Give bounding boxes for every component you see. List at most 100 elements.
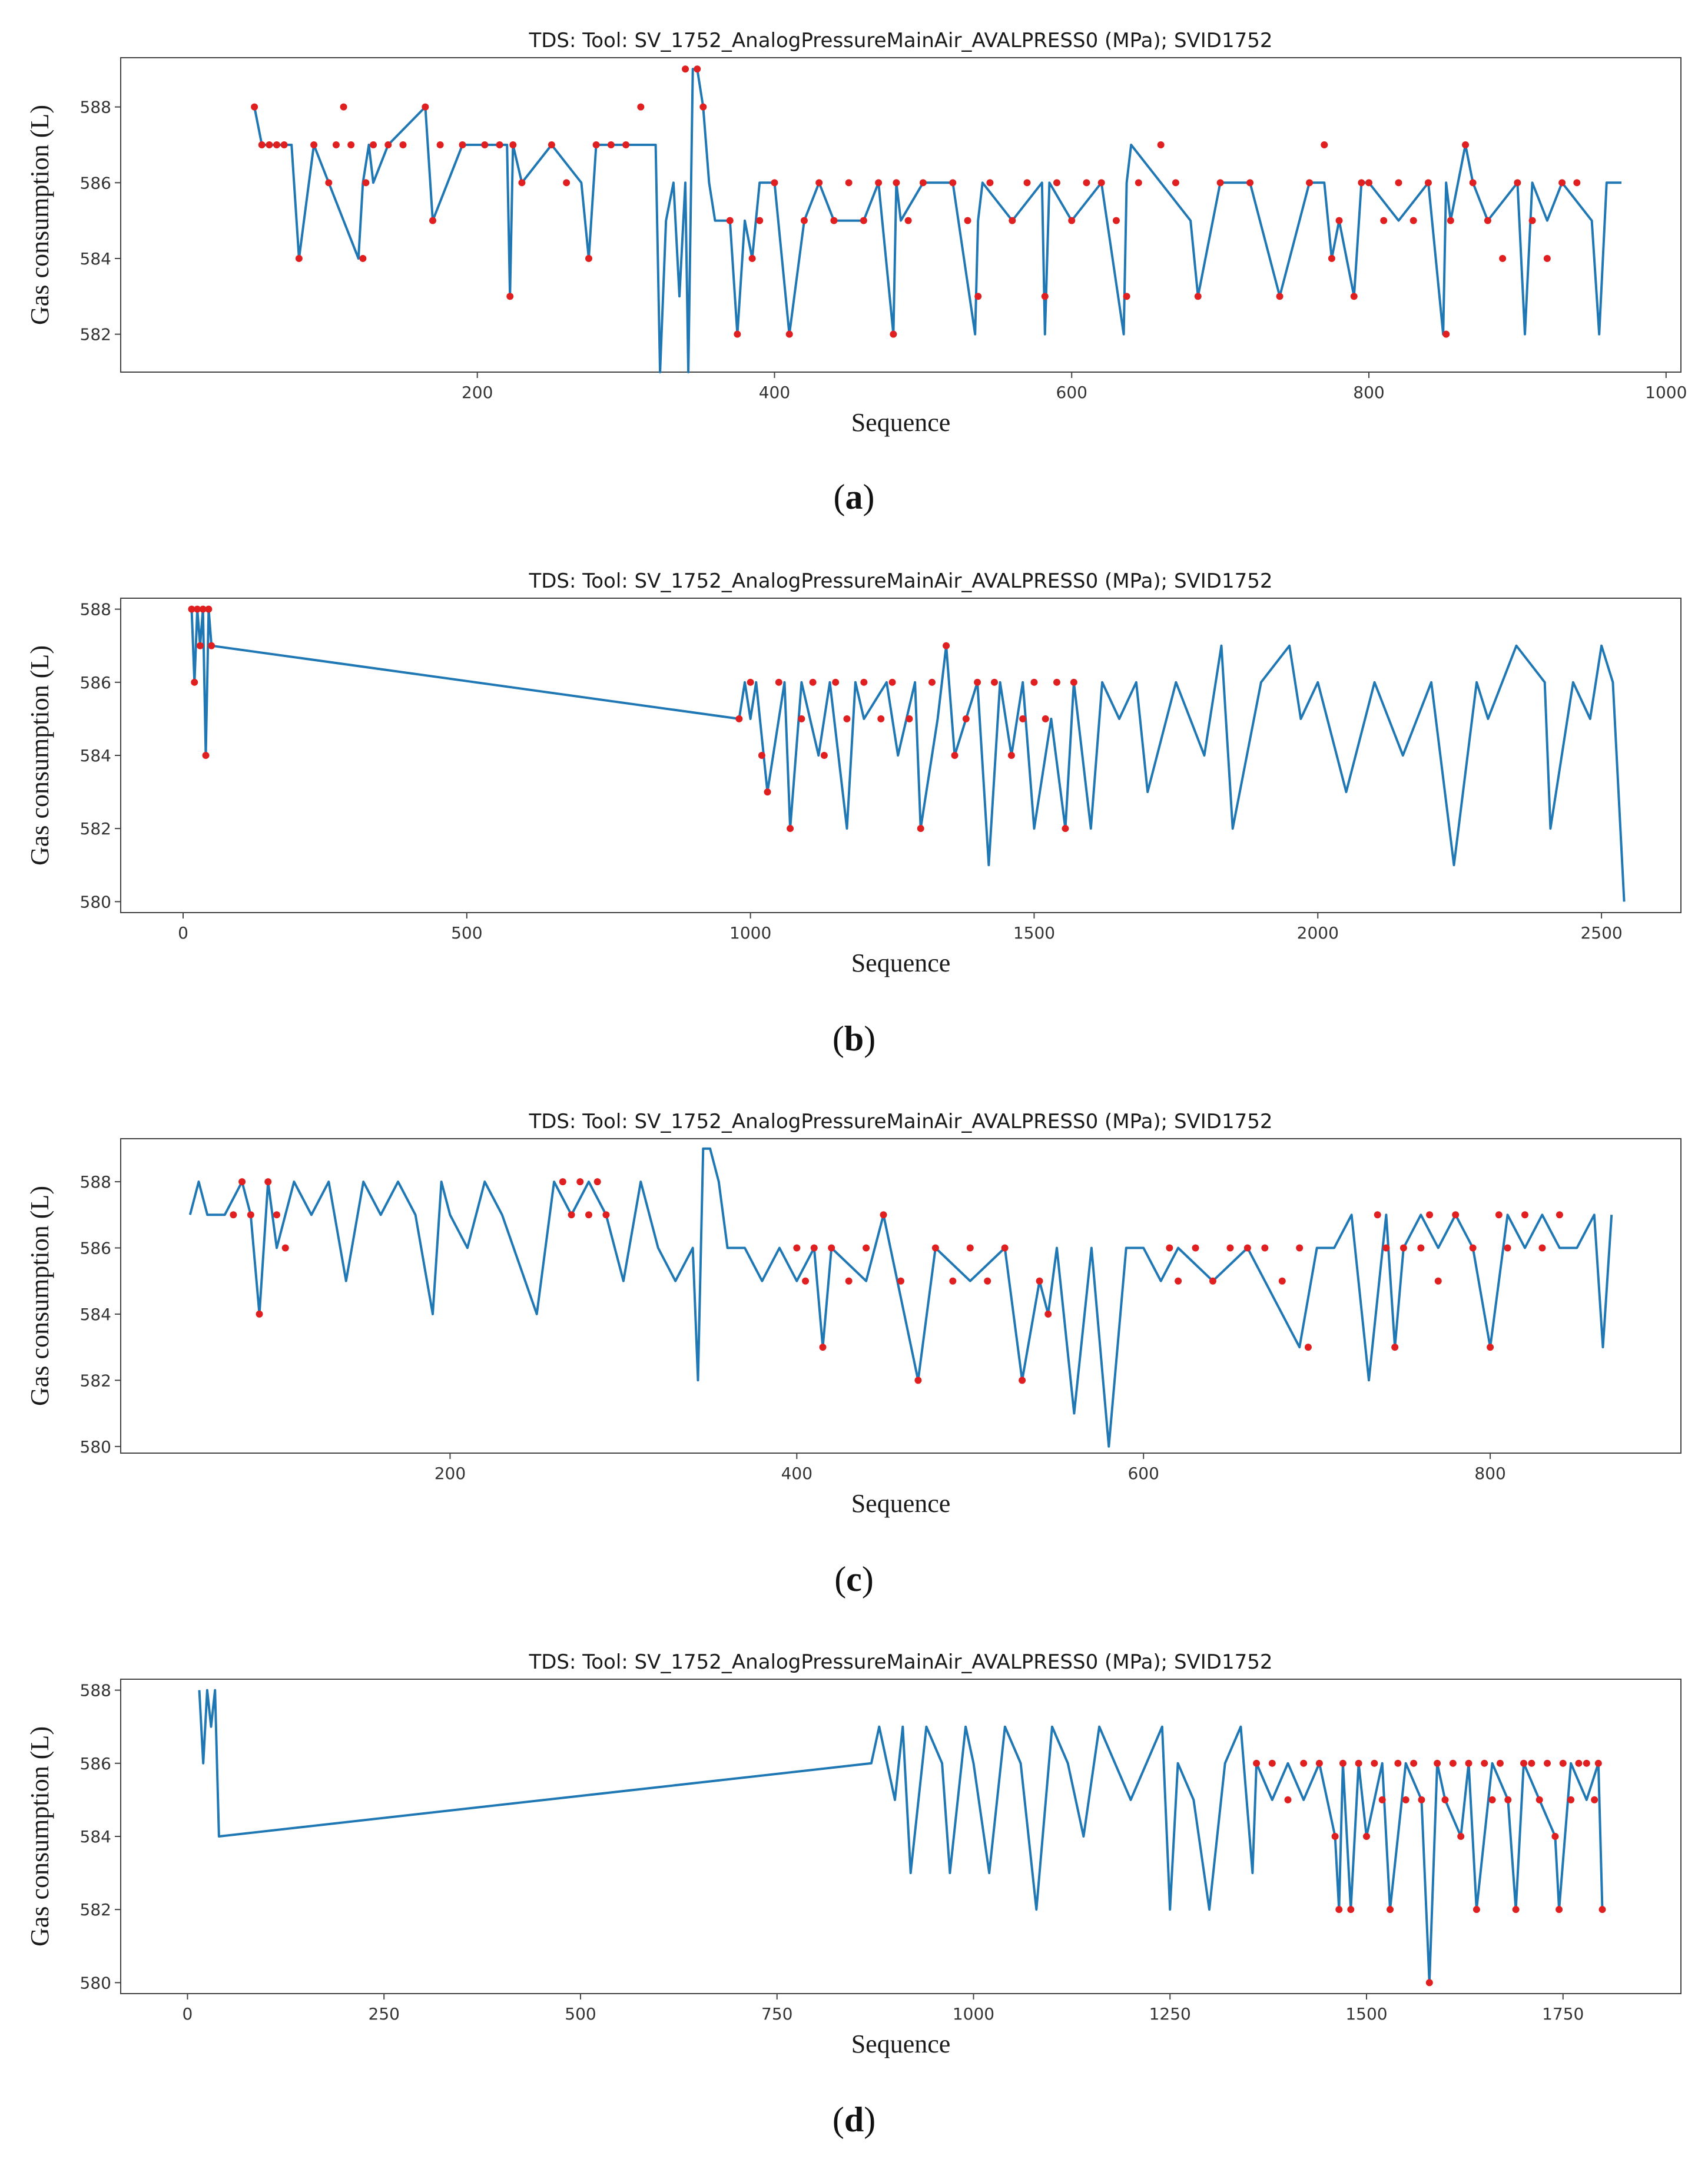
anomaly-point xyxy=(1276,293,1284,300)
x-tick-label: 1250 xyxy=(1149,2004,1191,2024)
anomaly-point xyxy=(897,1277,904,1285)
plot-frame xyxy=(120,57,1682,373)
x-tick-label: 250 xyxy=(369,2004,400,2024)
anomaly-point xyxy=(194,605,201,613)
anomaly-point xyxy=(1216,179,1224,187)
anomaly-point xyxy=(1391,1344,1399,1351)
anomaly-point xyxy=(1417,1244,1425,1252)
anomaly-point xyxy=(1521,1211,1528,1219)
anomaly-point xyxy=(1041,293,1049,300)
plot-frame xyxy=(120,598,1682,913)
y-tick-label: 588 xyxy=(80,600,111,619)
anomaly-point xyxy=(815,179,823,187)
anomaly-point xyxy=(1425,1979,1433,1987)
anomaly-point xyxy=(764,788,771,796)
anomaly-point xyxy=(1434,1759,1441,1767)
anomaly-point xyxy=(251,103,258,111)
anomaly-point xyxy=(1296,1244,1304,1252)
anomaly-point xyxy=(1424,179,1432,187)
anomaly-point xyxy=(559,1178,566,1186)
x-axis-label: Sequence xyxy=(851,2030,951,2058)
anomaly-point xyxy=(1481,1759,1488,1767)
anomaly-point xyxy=(758,752,765,759)
anomaly-point xyxy=(694,65,701,73)
x-tick-label: 1500 xyxy=(1013,923,1055,943)
anomaly-point xyxy=(1209,1277,1216,1285)
series-line xyxy=(190,608,1626,902)
anomaly-point xyxy=(1512,1906,1520,1914)
y-tick-label: 582 xyxy=(80,1900,111,1919)
anomaly-point xyxy=(399,141,407,148)
x-tick-label: 2500 xyxy=(1580,923,1622,943)
anomaly-point xyxy=(819,1344,827,1351)
anomaly-point xyxy=(943,642,950,649)
anomaly-point xyxy=(258,141,266,148)
anomaly-point xyxy=(843,715,851,722)
anomaly-point xyxy=(1487,1344,1494,1351)
anomaly-point xyxy=(208,642,215,649)
anomaly-point xyxy=(904,217,912,224)
anomaly-point xyxy=(1347,1906,1355,1914)
anomaly-point xyxy=(951,752,959,759)
anomaly-point xyxy=(1226,1244,1234,1252)
plot-frame xyxy=(120,1138,1682,1454)
y-tick-label: 580 xyxy=(80,1437,111,1457)
anomaly-point xyxy=(1598,1906,1606,1914)
caption-c: (c) xyxy=(834,1560,874,1599)
anomaly-point xyxy=(188,605,195,613)
anomaly-point xyxy=(771,179,778,187)
anomaly-point xyxy=(496,141,503,148)
anomaly-point xyxy=(974,678,981,686)
anomaly-point xyxy=(1447,217,1454,224)
anomaly-point xyxy=(875,179,883,187)
anomaly-point xyxy=(1504,1244,1511,1252)
anomaly-point xyxy=(1556,1906,1563,1914)
chart-title: TDS: Tool: SV_1752_AnalogPressureMainAir… xyxy=(528,29,1272,52)
anomaly-point xyxy=(1278,1277,1286,1285)
anomaly-point xyxy=(917,825,924,833)
y-tick-label: 588 xyxy=(80,98,111,117)
x-tick-label: 1000 xyxy=(953,2004,994,2024)
anomaly-point xyxy=(295,254,303,262)
anomaly-point xyxy=(931,1244,939,1252)
anomaly-point xyxy=(1253,1759,1261,1767)
x-tick-label: 600 xyxy=(1127,1464,1159,1483)
x-tick-label: 1750 xyxy=(1542,2004,1584,2024)
anomaly-point xyxy=(845,1277,853,1285)
anomaly-point xyxy=(1335,217,1343,224)
anomaly-point xyxy=(1036,1277,1043,1285)
anomaly-point xyxy=(1496,1759,1504,1767)
anomaly-point xyxy=(1499,254,1507,262)
anomaly-point xyxy=(1472,1906,1480,1914)
anomaly-point xyxy=(914,1377,922,1384)
anomaly-point xyxy=(429,217,436,224)
figure-panel-a: TDS: Tool: SV_1752_AnalogPressureMainAir… xyxy=(0,0,1708,540)
anomaly-point xyxy=(726,217,734,224)
anomaly-point xyxy=(370,141,377,148)
anomaly-point xyxy=(1394,1759,1402,1767)
series-line xyxy=(188,1147,1613,1448)
anomaly-point xyxy=(1426,1211,1434,1219)
anomaly-point xyxy=(832,678,840,686)
anomaly-point xyxy=(863,1244,870,1252)
anomaly-point xyxy=(509,141,517,148)
x-tick-label: 0 xyxy=(178,923,188,943)
anomaly-point xyxy=(793,1244,801,1252)
anomaly-point xyxy=(1284,1796,1292,1803)
anomaly-point xyxy=(1452,1211,1460,1219)
anomaly-point xyxy=(1538,1244,1546,1252)
anomaly-point xyxy=(1350,293,1358,300)
anomaly-point xyxy=(422,103,429,111)
anomaly-point xyxy=(1457,1833,1465,1840)
anomaly-point xyxy=(1053,179,1060,187)
anomaly-point xyxy=(1434,1277,1442,1285)
anomaly-point xyxy=(593,1178,601,1186)
anomaly-point xyxy=(1304,1344,1312,1351)
anomaly-point xyxy=(830,217,838,224)
anomaly-point xyxy=(787,825,794,833)
series-line xyxy=(253,68,1621,373)
y-tick-label: 584 xyxy=(80,249,111,268)
anomaly-point xyxy=(202,752,210,759)
anomaly-point xyxy=(1520,1759,1527,1767)
anomaly-point xyxy=(1528,217,1536,224)
